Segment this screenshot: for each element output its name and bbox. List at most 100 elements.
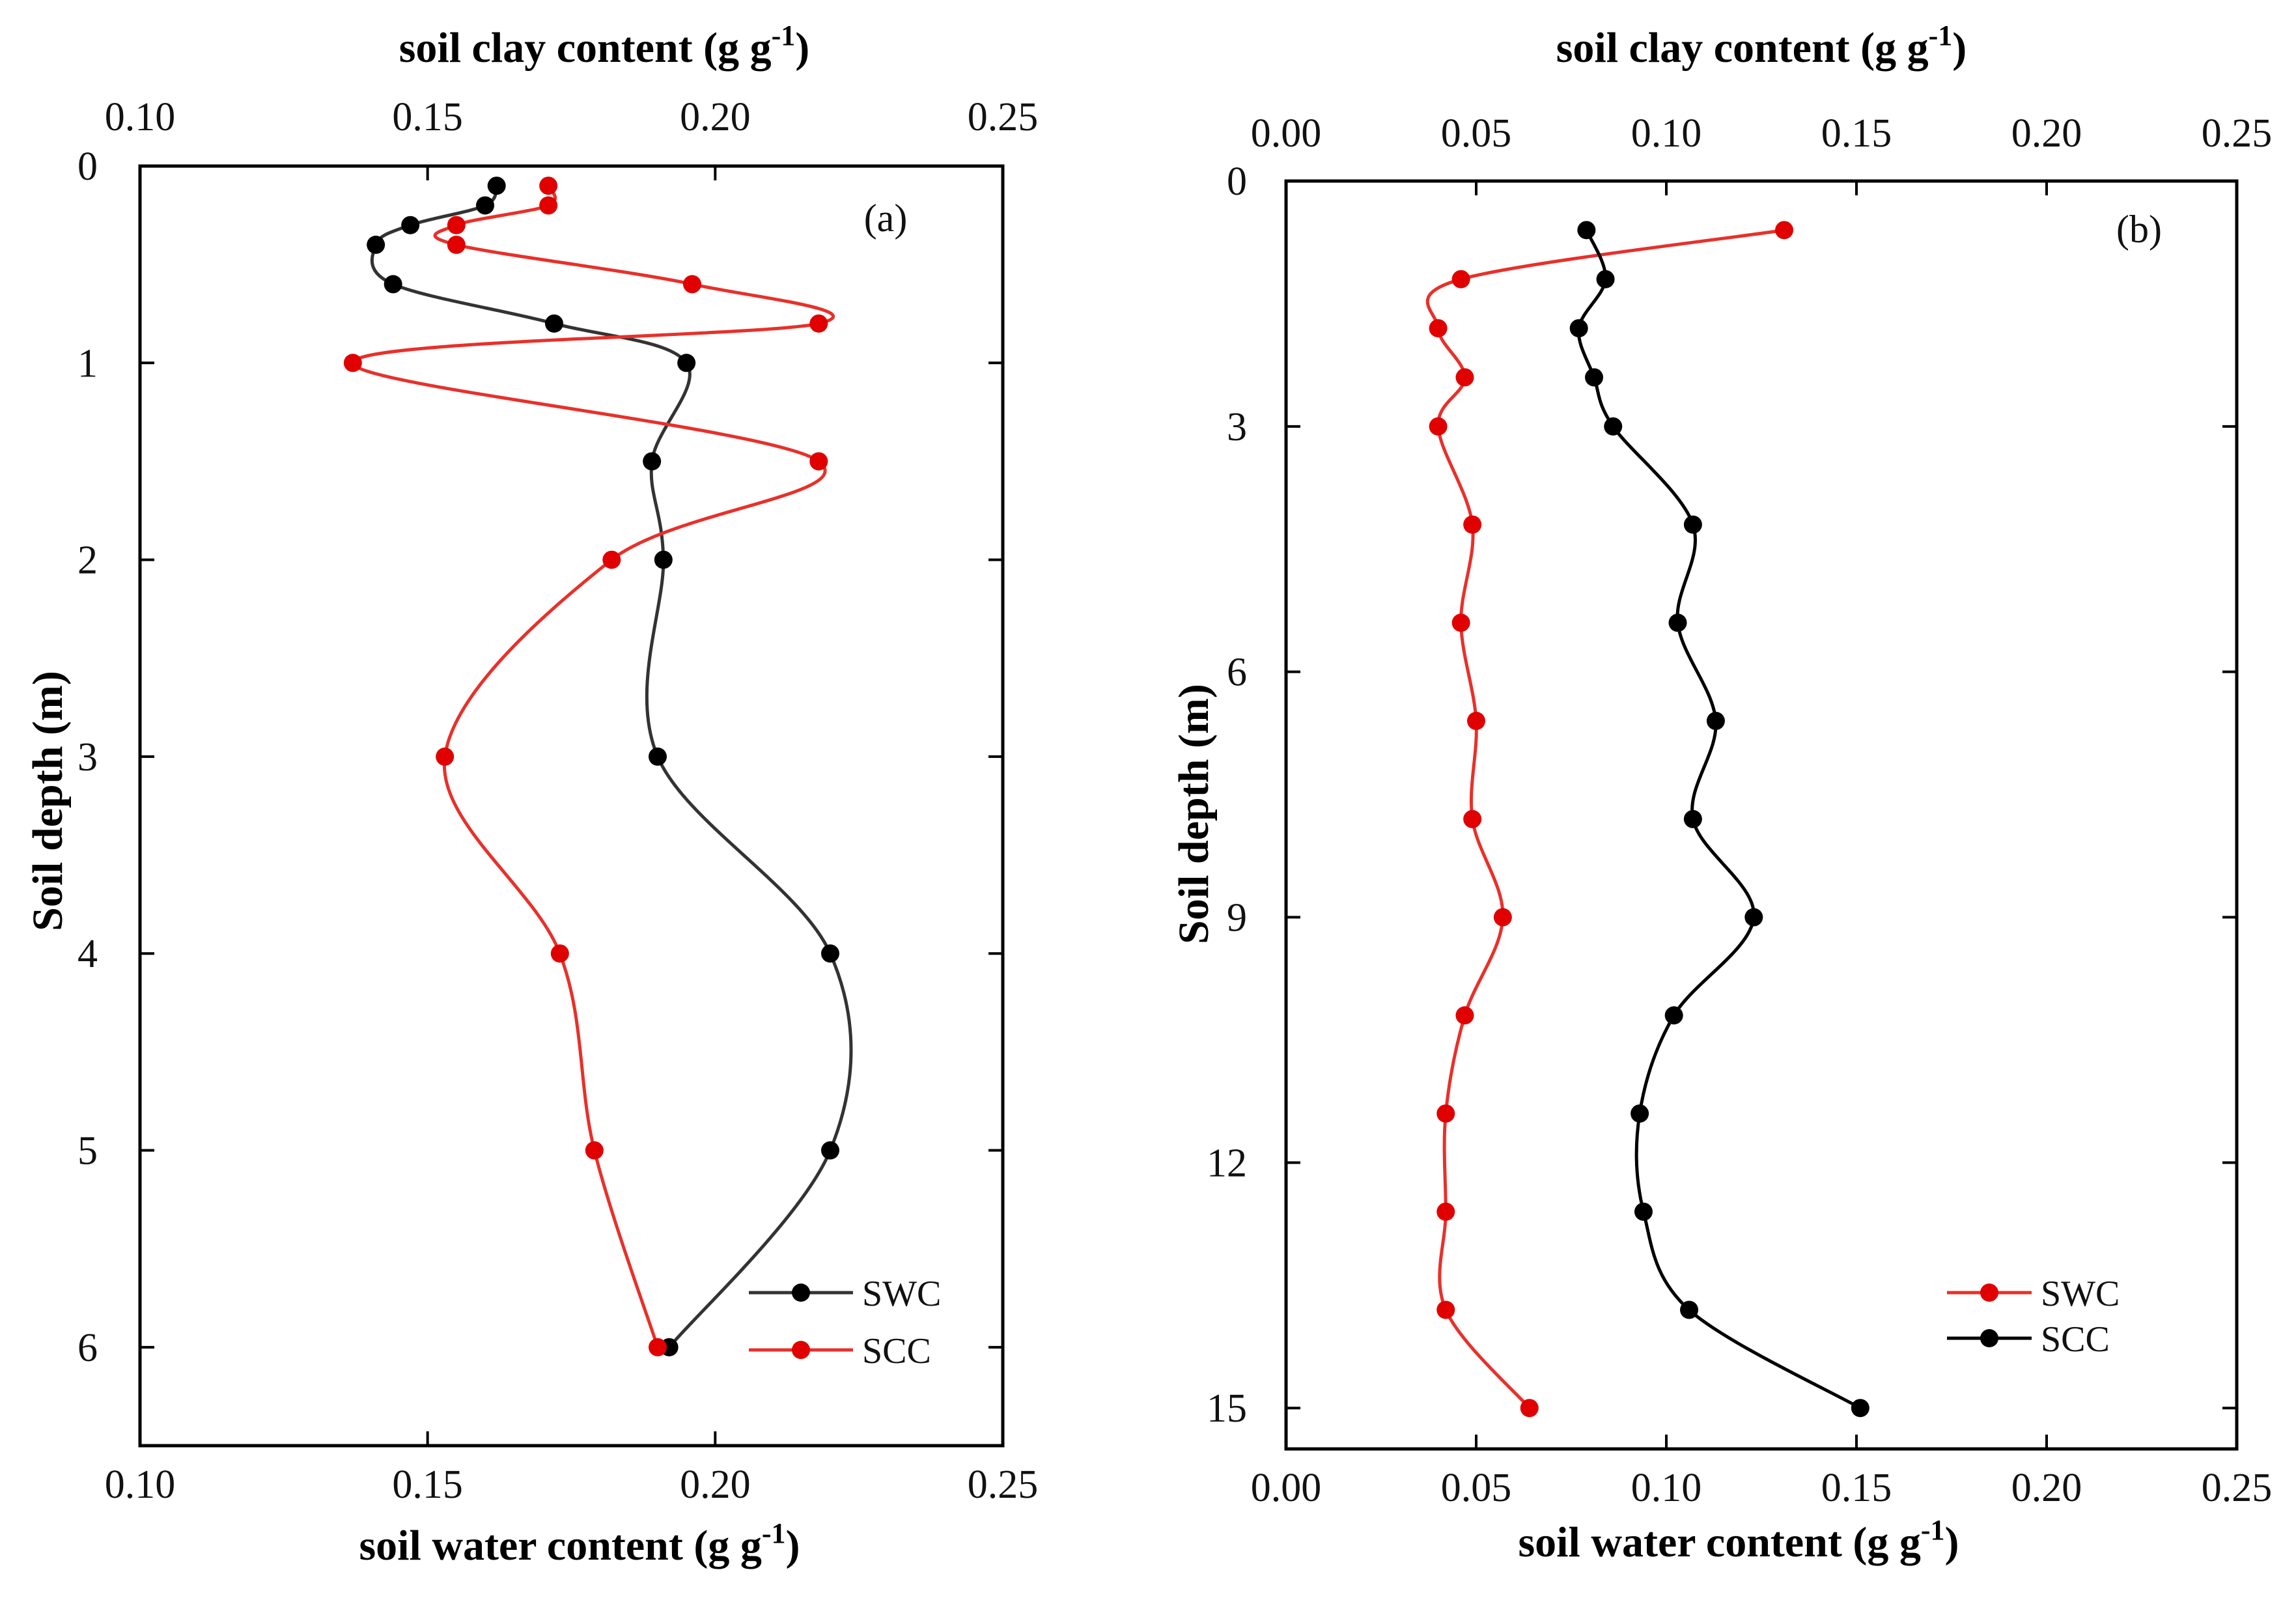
x-bottom-tick-label: 0.25 [968, 1463, 1039, 1507]
x-top-tick-label: 0.05 [1441, 111, 1512, 156]
data-point-swc [367, 235, 385, 254]
x-bottom-axis-title-superscript: -1 [1921, 1514, 1945, 1546]
x-top-tick-label: 0.20 [2011, 111, 2082, 156]
x-bottom-tick-label: 0.20 [2011, 1466, 2082, 1510]
y-tick-label: 2 [77, 539, 98, 583]
data-point-swc [487, 176, 506, 195]
data-point-swc [476, 196, 494, 215]
y-axis-title: Soil depth (m) [24, 671, 72, 931]
data-point-swc [1429, 417, 1448, 436]
x-top-tick-label: 0.10 [1631, 111, 1702, 156]
x-top-tick-label: 0.20 [680, 95, 751, 139]
y-tick-label: 4 [77, 932, 98, 976]
x-top-axis-title-close: ) [1952, 24, 1967, 72]
x-bottom-tick-label: 0.00 [1251, 1466, 1322, 1510]
y-tick-label: 15 [1207, 1386, 1247, 1431]
series-scc [343, 176, 835, 1356]
series-scc [1569, 221, 1869, 1418]
data-point-swc [821, 944, 839, 963]
data-point-scc [602, 550, 621, 569]
x-bottom-tick-label: 0.10 [1631, 1466, 1702, 1510]
data-point-scc [809, 314, 828, 333]
data-point-scc [1668, 613, 1687, 632]
x-bottom-tick-label: 0.15 [392, 1463, 463, 1507]
chart-panel-a: 0.10 0.15 0.20 0.25 0.10 0.15 0.20 0.25 0 1 2 3 4 5 6 s… [24, 20, 1038, 1569]
data-point-scc [1683, 809, 1702, 828]
data-point-scc [809, 452, 828, 471]
data-point-swc [1451, 270, 1470, 288]
data-point-scc [1706, 712, 1725, 731]
x-top-tick-label: 0.25 [968, 95, 1039, 139]
legend-marker-scc [792, 1341, 810, 1359]
x-bottom-axis-title-text: soil water content (g g [359, 1522, 762, 1569]
legend: SWC SCC [749, 1274, 941, 1371]
data-point-swc [654, 550, 673, 569]
data-point-swc [821, 1141, 839, 1160]
panel-label: (a) [864, 197, 908, 240]
x-bottom-axis-title-superscript: -1 [762, 1517, 786, 1549]
data-point-swc [1455, 368, 1474, 387]
legend-label-swc: SWC [2041, 1274, 2120, 1314]
data-point-scc [447, 216, 466, 234]
x-bottom-tick-label: 0.25 [2202, 1466, 2273, 1510]
series-swc [367, 176, 853, 1356]
data-point-scc [1680, 1300, 1699, 1319]
data-point-scc [539, 176, 558, 195]
y-tick-label: 6 [1227, 651, 1247, 695]
x-bottom-tick-label: 0.20 [680, 1463, 751, 1507]
legend-marker-swc [792, 1284, 810, 1302]
data-point-scc [649, 1338, 667, 1356]
x-top-axis-title-text: soil clay content (g g [1556, 24, 1929, 72]
data-point-swc [401, 216, 420, 234]
x-top-tick-label: 0.15 [1821, 111, 1892, 156]
data-point-swc [1520, 1399, 1539, 1418]
data-point-scc [436, 747, 455, 766]
legend-label-swc: SWC [862, 1274, 941, 1314]
plot-frame [1284, 179, 2239, 1451]
data-point-scc [1585, 368, 1604, 387]
x-top-tick-label: 0.10 [105, 95, 176, 139]
data-point-scc [1604, 417, 1623, 436]
data-point-swc [649, 747, 667, 766]
data-point-scc [1577, 221, 1596, 240]
y-tick-label: 0 [1227, 160, 1247, 204]
x-bottom-axis-title-text: soil water content (g g [1519, 1519, 1921, 1566]
x-top-tick-label: 0.15 [392, 95, 463, 139]
x-top-tick-label: 0.25 [2202, 111, 2273, 156]
data-point-swc [1463, 515, 1482, 534]
data-point-scc [585, 1141, 604, 1160]
data-point-scc [1744, 908, 1763, 927]
series-swc [1425, 221, 1794, 1418]
x-top-axis-title: soil clay content (g g-1) [1556, 20, 1967, 72]
data-point-scc [1851, 1399, 1869, 1418]
data-point-swc [384, 275, 402, 294]
data-point-swc [1429, 319, 1448, 338]
data-point-scc [1569, 319, 1588, 338]
legend-label-scc: SCC [2041, 1319, 2110, 1360]
y-tick-label: 5 [77, 1129, 98, 1173]
legend-marker-swc [1980, 1284, 1998, 1302]
x-bottom-tick-label: 0.15 [1821, 1466, 1892, 1510]
data-point-swc [1463, 809, 1482, 828]
data-point-swc [677, 354, 696, 372]
data-point-swc [1436, 1202, 1455, 1221]
data-point-swc [1436, 1300, 1455, 1319]
y-tick-label: 3 [1227, 405, 1247, 449]
x-top-axis-title-superscript: -1 [1929, 20, 1953, 51]
y-axis-title: Soil depth (m) [1170, 684, 1218, 944]
y-tick-label: 1 [77, 341, 98, 386]
x-top-axis-title: soil clay content (g g-1) [399, 20, 810, 72]
data-point-swc [1493, 908, 1512, 927]
x-top-axis-title-close: ) [795, 24, 809, 72]
x-bottom-tick-label: 0.05 [1441, 1466, 1512, 1510]
y-tick-label: 12 [1207, 1141, 1247, 1185]
series-line-scc [351, 185, 835, 1348]
x-bottom-axis-title-close: ) [786, 1522, 800, 1569]
data-point-scc [343, 354, 362, 372]
y-tick-label: 9 [1227, 896, 1247, 940]
data-point-scc [550, 944, 569, 963]
data-point-swc [1455, 1006, 1474, 1025]
series-line-scc [1576, 229, 1862, 1410]
y-tick-label: 6 [77, 1326, 98, 1370]
